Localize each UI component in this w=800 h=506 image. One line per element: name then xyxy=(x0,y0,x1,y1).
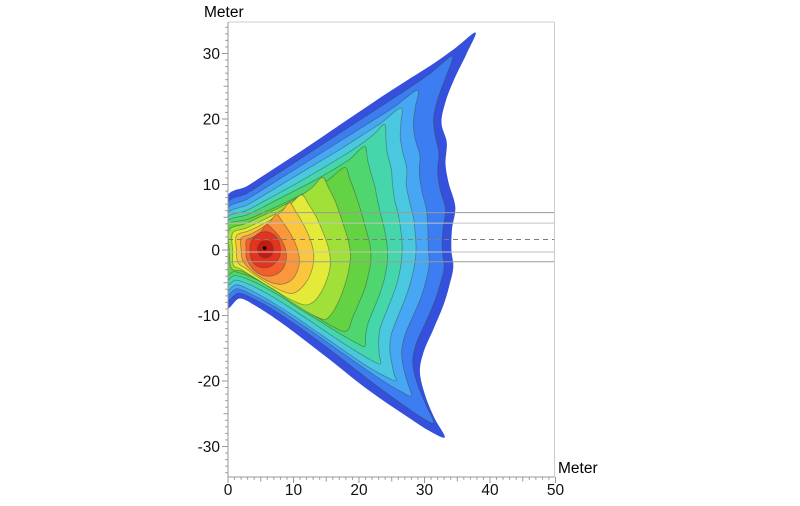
y-axis-title: Meter xyxy=(204,4,244,21)
y-tick-label: 20 xyxy=(203,112,221,129)
y-tick-label: 0 xyxy=(211,243,220,260)
y-tick-label: -10 xyxy=(198,308,221,325)
x-axis-title: Meter xyxy=(558,460,598,477)
x-tick-label: 20 xyxy=(350,482,368,499)
y-tick-label: 10 xyxy=(203,177,221,194)
y-tick-label: -30 xyxy=(198,439,221,456)
x-tick-label: 0 xyxy=(224,482,233,499)
x-tick-label: 50 xyxy=(547,482,565,499)
y-tick-label: 30 xyxy=(203,46,221,63)
x-tick-label: 30 xyxy=(416,482,434,499)
contour-bands xyxy=(228,32,476,438)
y-tick-label: -20 xyxy=(198,374,221,391)
max-point-marker xyxy=(262,246,267,250)
x-tick-label: 10 xyxy=(285,482,303,499)
x-tick-label: 40 xyxy=(481,482,499,499)
